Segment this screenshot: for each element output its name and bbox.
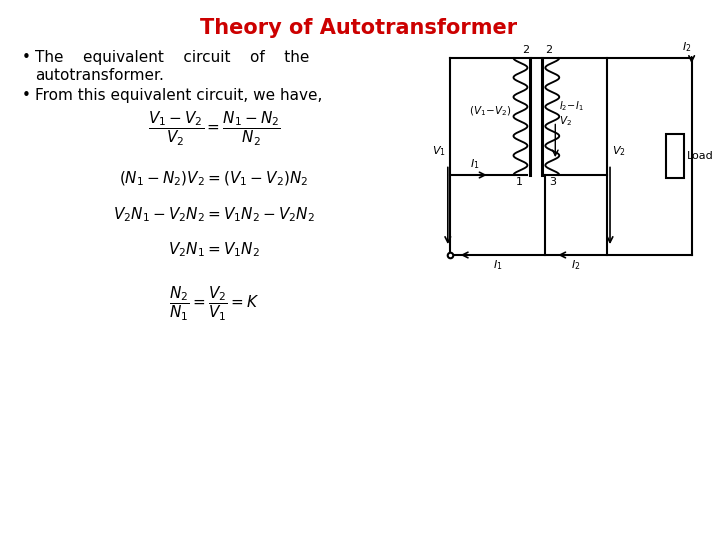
- Text: $V_2$: $V_2$: [612, 145, 626, 158]
- Text: $\dfrac{N_2}{N_1} = \dfrac{V_2}{V_1} = K$: $\dfrac{N_2}{N_1} = \dfrac{V_2}{V_1} = K…: [168, 285, 259, 323]
- Text: $I_2$: $I_2$: [572, 258, 581, 272]
- Text: Load: Load: [687, 151, 714, 161]
- Text: Theory of Autotransformer: Theory of Autotransformer: [199, 18, 517, 38]
- Text: $I_1$: $I_1$: [470, 157, 480, 171]
- Text: From this equivalent circuit, we have,: From this equivalent circuit, we have,: [35, 88, 323, 103]
- Text: 2: 2: [522, 45, 529, 55]
- Text: autotransformer.: autotransformer.: [35, 68, 163, 83]
- Text: •: •: [22, 88, 31, 103]
- Text: $(V_1\!-\!V_2)$: $(V_1\!-\!V_2)$: [469, 105, 511, 118]
- Text: $V_2N_1 = V_1N_2$: $V_2N_1 = V_1N_2$: [168, 240, 260, 259]
- Text: 2: 2: [545, 45, 552, 55]
- Text: $V_2$: $V_2$: [559, 114, 572, 129]
- Text: $V_2N_1 - V_2N_2 = V_1N_2 - V_2N_2$: $V_2N_1 - V_2N_2 = V_1N_2 - V_2N_2$: [113, 205, 315, 224]
- Text: $(N_1 - N_2)V_2 = (V_1 - V_2)N_2$: $(N_1 - N_2)V_2 = (V_1 - V_2)N_2$: [120, 170, 309, 188]
- Text: •: •: [22, 50, 31, 65]
- Bar: [666, 134, 684, 178]
- Text: $I_1$: $I_1$: [492, 258, 503, 272]
- Text: $V_1$: $V_1$: [432, 145, 446, 158]
- Text: $I_2\!-\!I_1$: $I_2\!-\!I_1$: [559, 99, 584, 113]
- Text: 3: 3: [549, 177, 557, 187]
- Text: 1: 1: [516, 177, 523, 187]
- Text: $I_2$: $I_2$: [682, 40, 691, 54]
- Text: $\dfrac{V_1 - V_2}{V_2} = \dfrac{N_1 - N_2}{N_2}$: $\dfrac{V_1 - V_2}{V_2} = \dfrac{N_1 - N…: [148, 110, 280, 148]
- Text: The    equivalent    circuit    of    the: The equivalent circuit of the: [35, 50, 309, 65]
